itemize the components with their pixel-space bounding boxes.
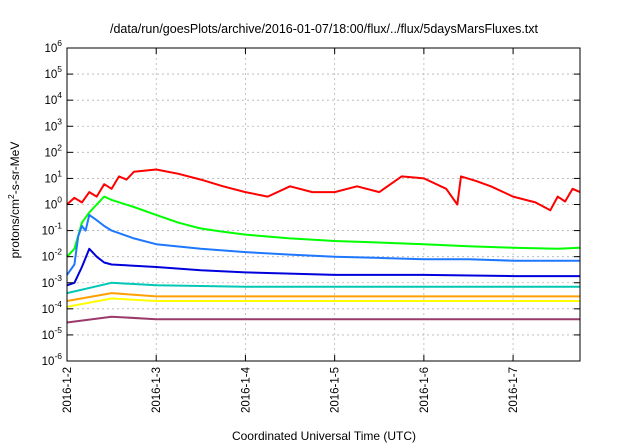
x-tick-label: 2016-1-5 [330,367,342,413]
y-axis-label-rest: -s-sr-MeV [8,142,22,195]
x-tick-label: 2016-1-6 [419,367,431,413]
series-group [66,168,581,324]
y-tick-label: 10-2 [42,247,63,264]
y-tick-label: 101 [44,168,62,185]
y-tick-label: 10-5 [42,325,63,342]
series-line-6 [66,292,580,302]
series-line-4 [66,247,580,287]
x-tick-labels: 2016-1-2 2016-1-3 2016-1-4 2016-1-5 2016-1-6… [62,366,520,413]
y-axis-label-base: protons/cm [8,199,22,258]
series-line-3 [66,213,580,276]
y-tick-label: 106 [44,38,62,55]
x-tick-label: 2016-1-7 [508,367,520,413]
series-line-1 [66,168,581,212]
series-line-5 [66,281,580,295]
y-tick-label: 10-1 [42,221,63,238]
y-tick-label: 10-4 [42,299,63,316]
y-tick-label: 102 [44,142,62,159]
tick-marks [66,47,580,362]
y-axis-label-sup: 2 [6,194,16,199]
chart-title: /data/run/goesPlots/archive/2016-01-07/1… [110,22,539,36]
y-tick-label: 104 [44,90,62,107]
y-tick-label: 10-6 [42,351,63,368]
series-line-7 [66,297,580,308]
y-axis-label: protons/cm2-s-sr-MeV [6,142,22,259]
series-line-2 [66,195,581,258]
x-tick-label: 2016-1-2 [62,367,74,413]
y-tick-label: 100 [44,195,62,212]
series-line-8 [66,315,580,324]
y-tick-label: 103 [44,116,62,133]
y-tick-label: 105 [44,64,62,81]
x-tick-label: 2016-1-4 [240,366,252,413]
y-tick-labels: 10-6 10-5 10-4 10-3 10-2 10-1 100 101 102 103 104 1… [42,38,63,368]
x-axis-label: Coordinated Universal Time (UTC) [232,429,416,443]
y-tick-label: 10-3 [42,273,63,290]
grid-lines [67,48,580,361]
x-tick-label: 2016-1-3 [151,367,163,413]
